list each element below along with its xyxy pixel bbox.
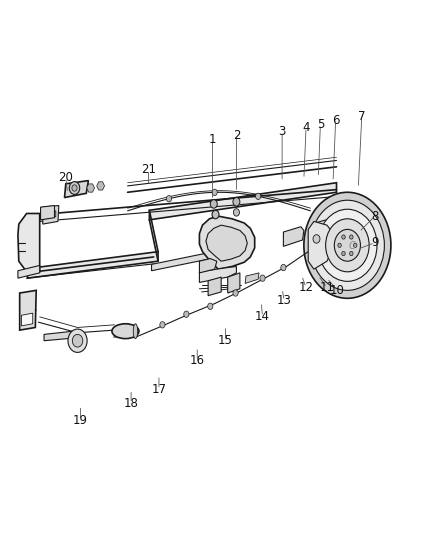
- Text: 21: 21: [141, 164, 156, 176]
- Text: 13: 13: [277, 294, 292, 308]
- Polygon shape: [199, 266, 237, 282]
- Polygon shape: [206, 225, 247, 261]
- Circle shape: [255, 193, 261, 199]
- Text: 7: 7: [358, 110, 365, 124]
- Circle shape: [208, 303, 213, 310]
- Polygon shape: [18, 214, 40, 272]
- Circle shape: [184, 311, 189, 317]
- Polygon shape: [28, 252, 158, 278]
- Circle shape: [233, 290, 238, 296]
- Circle shape: [334, 229, 360, 261]
- Circle shape: [350, 235, 353, 239]
- Text: 6: 6: [332, 114, 339, 127]
- Circle shape: [281, 264, 286, 271]
- Circle shape: [68, 329, 87, 352]
- Ellipse shape: [133, 324, 138, 338]
- Circle shape: [342, 235, 345, 239]
- Polygon shape: [43, 206, 59, 224]
- Polygon shape: [208, 277, 221, 296]
- Text: 16: 16: [190, 354, 205, 367]
- Polygon shape: [283, 227, 304, 246]
- Circle shape: [160, 321, 165, 328]
- Circle shape: [313, 235, 320, 243]
- Polygon shape: [315, 219, 330, 230]
- Circle shape: [166, 196, 172, 202]
- Text: C: C: [348, 241, 355, 252]
- Text: 15: 15: [218, 334, 233, 347]
- Text: 19: 19: [73, 414, 88, 427]
- Circle shape: [350, 252, 353, 256]
- Text: 10: 10: [330, 284, 345, 297]
- Circle shape: [72, 334, 83, 347]
- Polygon shape: [228, 273, 240, 293]
- Polygon shape: [97, 182, 105, 190]
- Text: 12: 12: [299, 281, 314, 294]
- Polygon shape: [199, 216, 254, 269]
- Polygon shape: [199, 259, 217, 273]
- Text: 14: 14: [255, 310, 270, 324]
- Circle shape: [318, 209, 377, 281]
- Text: 1: 1: [209, 133, 216, 146]
- Text: 11: 11: [319, 281, 335, 294]
- Text: 17: 17: [152, 383, 166, 396]
- Text: 20: 20: [58, 171, 73, 184]
- Circle shape: [72, 185, 77, 191]
- Polygon shape: [41, 206, 54, 220]
- Text: 2: 2: [233, 128, 240, 141]
- Circle shape: [338, 243, 341, 247]
- Ellipse shape: [112, 324, 139, 338]
- Text: 9: 9: [371, 236, 378, 249]
- Text: 18: 18: [124, 397, 138, 410]
- Polygon shape: [87, 184, 95, 192]
- Circle shape: [210, 200, 217, 208]
- Circle shape: [325, 219, 369, 272]
- Polygon shape: [44, 331, 73, 341]
- Polygon shape: [152, 251, 219, 271]
- Polygon shape: [64, 181, 88, 198]
- Polygon shape: [308, 221, 332, 269]
- Circle shape: [233, 198, 240, 206]
- Circle shape: [304, 192, 391, 298]
- Polygon shape: [20, 290, 36, 330]
- Polygon shape: [149, 183, 336, 220]
- Polygon shape: [245, 273, 259, 284]
- Circle shape: [260, 275, 265, 281]
- Text: 3: 3: [279, 125, 286, 138]
- Text: 5: 5: [317, 118, 324, 131]
- Circle shape: [353, 243, 357, 247]
- Circle shape: [342, 252, 345, 256]
- Text: 4: 4: [302, 121, 310, 134]
- Circle shape: [212, 211, 219, 219]
- Circle shape: [233, 209, 240, 216]
- Polygon shape: [18, 265, 40, 278]
- Circle shape: [69, 182, 80, 195]
- Text: 8: 8: [371, 209, 378, 223]
- Circle shape: [212, 189, 217, 196]
- Polygon shape: [45, 211, 56, 219]
- Circle shape: [311, 200, 385, 290]
- Polygon shape: [21, 313, 33, 326]
